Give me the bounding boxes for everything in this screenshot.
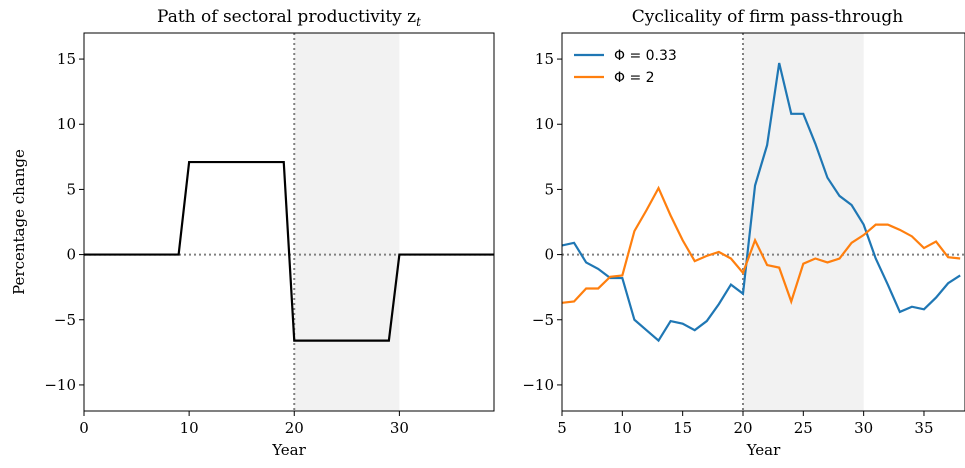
chart-panel: −10 −5 0 5 10 15 0 10 20 30 Path of sectoral produ…	[10, 7, 495, 459]
axes-frame	[83, 32, 495, 412]
title-subscript: t	[416, 15, 421, 29]
chart-title: Cyclicality of firm pass-through	[632, 7, 903, 27]
x-axis-label: Year	[271, 441, 306, 459]
title-text: Cyclicality of firm pass-through	[632, 7, 903, 27]
axes-frame	[561, 32, 965, 412]
x-tick-label: 35	[914, 419, 933, 437]
y-tick-label: 5	[66, 180, 76, 198]
data-line	[562, 62, 961, 343]
x-tick-label: 20	[733, 419, 752, 437]
x-tick-label: 20	[285, 419, 304, 437]
y-axis-label: Percentage change	[10, 149, 28, 295]
x-tick-label: 10	[180, 419, 199, 437]
shaded-span	[294, 33, 400, 411]
x-tick-label: 30	[390, 419, 409, 437]
y-tick-label: −5	[54, 311, 76, 329]
data-line	[84, 160, 494, 342]
x-tick-label: 10	[613, 419, 632, 437]
x-tick-label: 15	[673, 419, 692, 437]
legend-label: Φ = 2	[614, 70, 655, 86]
y-tick-label: 10	[535, 115, 554, 133]
x-tick-label: 5	[557, 419, 567, 437]
shaded-span	[742, 33, 864, 411]
y-tick-label: 10	[57, 115, 76, 133]
y-tick-label: −5	[532, 311, 554, 329]
title-text: Path of sectoral productivity z	[157, 7, 416, 27]
y-tick-label: 0	[544, 246, 554, 264]
y-tick-label: −10	[522, 376, 554, 394]
data-line	[562, 185, 961, 305]
y-tick-label: 15	[535, 50, 554, 68]
y-tick-label: −10	[44, 376, 76, 394]
legend-label: Φ = 0.33	[614, 48, 677, 64]
y-tick-label: 15	[57, 50, 76, 68]
y-tick-label: 0	[66, 246, 76, 264]
x-axis-label: Year	[746, 441, 781, 459]
chart-panel: −10 −5 0 5 10 15 5 10 15 20 25 30 35 Cyclicality of f…	[522, 7, 965, 459]
x-tick-label: 30	[854, 419, 873, 437]
chart-title: Path of sectoral productivity zt	[157, 7, 421, 29]
y-tick-label: 5	[544, 180, 554, 198]
x-tick-label: 0	[79, 419, 89, 437]
x-tick-label: 25	[794, 419, 813, 437]
